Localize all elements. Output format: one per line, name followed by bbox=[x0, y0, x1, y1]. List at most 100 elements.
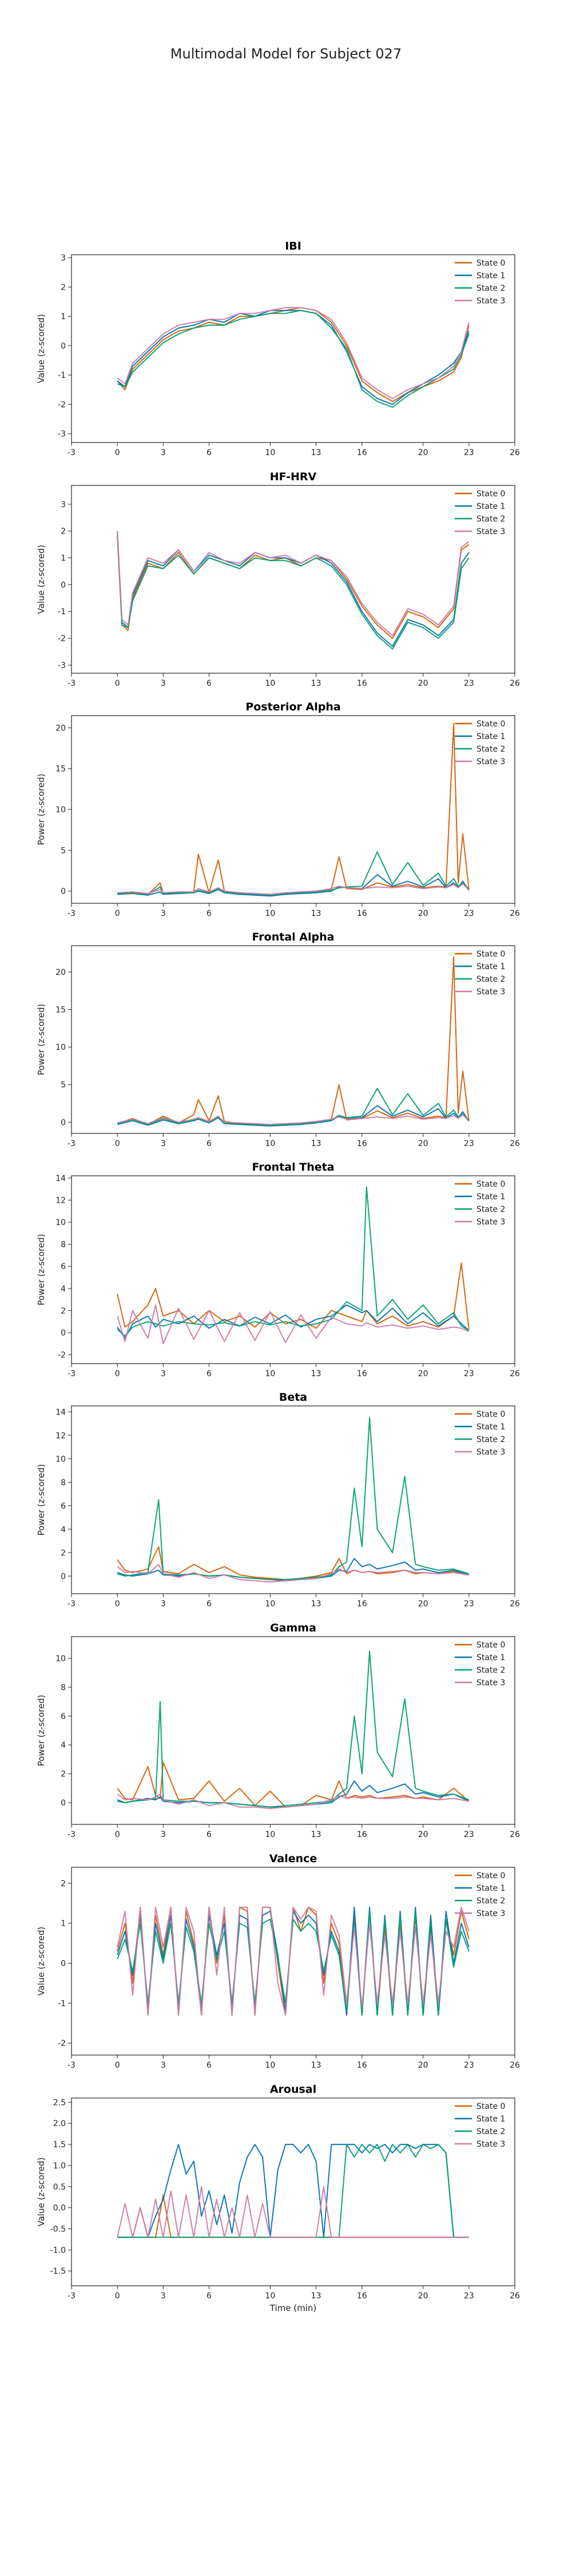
x-tick-label: 0 bbox=[115, 1599, 120, 1609]
x-tick-label: 16 bbox=[357, 909, 367, 918]
x-tick-label: -3 bbox=[67, 1830, 76, 1839]
figure-title: Multimodal Model for Subject 027 bbox=[170, 46, 402, 62]
legend-label: State 0 bbox=[476, 1641, 505, 1650]
x-tick-label: 16 bbox=[357, 448, 367, 457]
x-tick-label: 23 bbox=[464, 1139, 474, 1148]
x-tick-label: 26 bbox=[510, 1599, 520, 1609]
legend-label: State 3 bbox=[476, 1678, 505, 1688]
y-tick-label: 2.0 bbox=[53, 2119, 66, 2128]
legend-label: State 2 bbox=[476, 515, 505, 524]
plot-frame bbox=[71, 254, 515, 443]
x-tick-label: -3 bbox=[67, 2291, 76, 2301]
panel-title: Frontal Alpha bbox=[252, 931, 335, 943]
legend-label: State 1 bbox=[476, 2115, 505, 2124]
x-tick-label: 0 bbox=[115, 448, 120, 457]
y-tick-label: 2 bbox=[61, 1306, 66, 1315]
legend-label: State 2 bbox=[476, 1897, 505, 1906]
y-tick-label: -1 bbox=[58, 607, 66, 617]
x-tick-label: 13 bbox=[311, 2061, 321, 2070]
y-tick-label: 5 bbox=[61, 846, 66, 855]
y-tick-label: 0 bbox=[61, 1118, 66, 1127]
x-tick-label: 6 bbox=[206, 909, 212, 918]
legend-label: State 3 bbox=[476, 2140, 505, 2149]
x-tick-label: 6 bbox=[206, 1369, 212, 1378]
x-tick-label: 26 bbox=[510, 1369, 520, 1378]
series-line-state-1 bbox=[117, 1780, 470, 1808]
y-tick-label: -1 bbox=[58, 371, 66, 380]
x-tick-label: 3 bbox=[161, 2291, 166, 2301]
x-tick-label: 20 bbox=[418, 2291, 428, 2301]
y-tick-label: 0 bbox=[61, 342, 66, 351]
panel-title: IBI bbox=[285, 240, 301, 252]
plot-frame bbox=[71, 1636, 515, 1825]
y-tick-label: 1 bbox=[61, 554, 66, 563]
y-tick-label: 10 bbox=[55, 805, 66, 815]
x-tick-label: 0 bbox=[115, 1369, 120, 1378]
x-tick-label: 13 bbox=[311, 1830, 321, 1839]
x-tick-label: -3 bbox=[67, 2061, 76, 2070]
legend-label: State 0 bbox=[476, 1180, 505, 1189]
x-tick-label: 3 bbox=[161, 1139, 166, 1148]
plot-frame bbox=[71, 945, 515, 1134]
series-line-state-2 bbox=[117, 1417, 470, 1581]
panel-title: Beta bbox=[279, 1391, 307, 1404]
x-tick-label: 26 bbox=[510, 2061, 520, 2070]
y-tick-label: -3 bbox=[58, 430, 66, 439]
series-line-state-3 bbox=[117, 531, 470, 637]
y-axis-label: Power (z-scored) bbox=[36, 1695, 46, 1767]
x-tick-label: 20 bbox=[418, 1369, 428, 1378]
y-axis-label: Power (z-scored) bbox=[36, 774, 46, 846]
legend-label: State 2 bbox=[476, 1666, 505, 1675]
series-line-state-2 bbox=[117, 1088, 470, 1126]
y-tick-label: 0.5 bbox=[53, 2183, 66, 2192]
panel-title: HF-HRV bbox=[270, 471, 317, 483]
x-tick-label: 13 bbox=[311, 1599, 321, 1609]
panel-title: Posterior Alpha bbox=[245, 701, 340, 713]
y-tick-label: 2.5 bbox=[53, 2098, 66, 2107]
y-tick-label: 2 bbox=[61, 283, 66, 292]
y-axis-label: Power (z-scored) bbox=[36, 1234, 46, 1306]
x-tick-label: 6 bbox=[206, 2291, 212, 2301]
y-axis-label: Power (z-scored) bbox=[36, 1004, 46, 1076]
x-tick-label: 13 bbox=[311, 448, 321, 457]
x-tick-label: 20 bbox=[418, 1139, 428, 1148]
x-tick-label: 3 bbox=[161, 679, 166, 688]
y-tick-label: 8 bbox=[61, 1683, 66, 1692]
series-group bbox=[117, 723, 470, 897]
y-tick-label: 12 bbox=[55, 1431, 66, 1440]
x-tick-label: 23 bbox=[464, 1369, 474, 1378]
y-tick-label: -2 bbox=[58, 2039, 66, 2048]
y-tick-label: 0 bbox=[61, 1959, 66, 1968]
x-tick-label: 6 bbox=[206, 1139, 212, 1148]
x-tick-label: 23 bbox=[464, 679, 474, 688]
x-tick-label: 0 bbox=[115, 2291, 120, 2301]
x-tick-label: 0 bbox=[115, 679, 120, 688]
legend-label: State 2 bbox=[476, 745, 505, 754]
x-tick-label: 10 bbox=[265, 1599, 275, 1609]
panel-title: Valence bbox=[269, 1852, 317, 1865]
legend-label: State 2 bbox=[476, 2127, 505, 2136]
legend-label: State 3 bbox=[476, 757, 505, 767]
x-tick-label: 23 bbox=[464, 1599, 474, 1609]
x-tick-label: 26 bbox=[510, 1830, 520, 1839]
y-tick-label: 1 bbox=[61, 313, 66, 322]
series-line-state-1 bbox=[117, 2144, 469, 2238]
y-tick-label: 14 bbox=[55, 1174, 66, 1183]
x-tick-label: 6 bbox=[206, 2061, 212, 2070]
series-line-state-3 bbox=[117, 1114, 470, 1125]
series-group bbox=[117, 1906, 470, 2016]
chart-panel-8: Arousal -3 0 3 6 10 13 16 20 23 26 -1.5 -1.0 -0.5 0.0 0… bbox=[36, 2083, 520, 2313]
legend-label: State 0 bbox=[476, 950, 505, 959]
y-tick-label: 2 bbox=[61, 527, 66, 536]
series-line-state-3 bbox=[117, 307, 470, 400]
x-tick-label: -3 bbox=[67, 1139, 76, 1148]
y-tick-label: 4 bbox=[61, 1741, 66, 1750]
chart-panel-5: Beta -3 0 3 6 10 13 16 20 23 26 0 2 4 6 8 10 12 14 Power (z… bbox=[36, 1391, 520, 1609]
x-tick-label: 6 bbox=[206, 1599, 212, 1609]
x-tick-label: 13 bbox=[311, 909, 321, 918]
y-tick-label: 8 bbox=[61, 1478, 66, 1487]
legend-label: State 3 bbox=[476, 527, 505, 536]
y-tick-label: 15 bbox=[55, 1006, 66, 1015]
series-line-state-2 bbox=[117, 310, 470, 408]
